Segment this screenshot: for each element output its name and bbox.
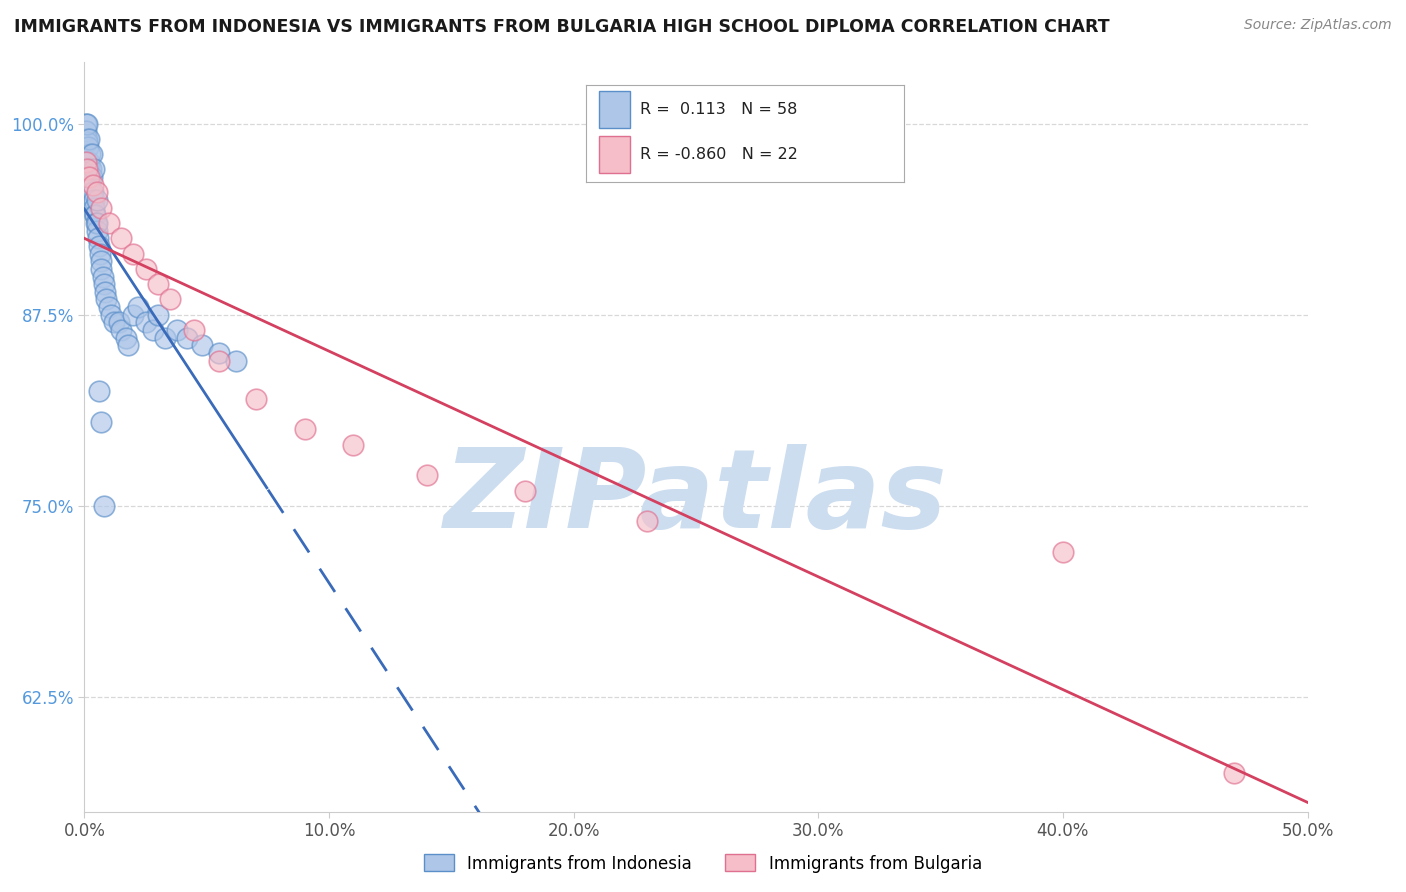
Point bbox=[96, 293, 118, 307]
Point bbox=[135, 261, 157, 276]
Point bbox=[77, 154, 100, 169]
Point bbox=[79, 147, 101, 161]
Point bbox=[93, 499, 115, 513]
Point bbox=[77, 170, 100, 185]
Point bbox=[76, 135, 98, 149]
Point bbox=[77, 162, 100, 177]
Point bbox=[79, 178, 101, 192]
Point bbox=[76, 117, 98, 131]
Point bbox=[1052, 545, 1074, 559]
Point bbox=[86, 193, 108, 207]
Point bbox=[80, 170, 103, 185]
Point bbox=[83, 208, 105, 222]
Point bbox=[87, 384, 110, 399]
Point bbox=[183, 323, 205, 337]
Point bbox=[110, 231, 132, 245]
Text: Source: ZipAtlas.com: Source: ZipAtlas.com bbox=[1244, 18, 1392, 32]
Point bbox=[117, 338, 139, 352]
Point bbox=[90, 254, 112, 268]
Point bbox=[146, 308, 169, 322]
Point bbox=[76, 162, 98, 177]
Point bbox=[75, 154, 97, 169]
Point bbox=[94, 285, 117, 299]
Point bbox=[86, 224, 108, 238]
Point bbox=[103, 315, 125, 329]
Point bbox=[80, 186, 103, 200]
Point bbox=[93, 277, 115, 292]
Point bbox=[153, 331, 176, 345]
Point bbox=[636, 514, 658, 528]
Point bbox=[89, 246, 111, 260]
Point bbox=[127, 300, 149, 314]
Point bbox=[82, 186, 104, 200]
Point bbox=[245, 392, 267, 406]
Text: ZIPatlas: ZIPatlas bbox=[444, 443, 948, 550]
Point bbox=[146, 277, 169, 292]
Text: IMMIGRANTS FROM INDONESIA VS IMMIGRANTS FROM BULGARIA HIGH SCHOOL DIPLOMA CORREL: IMMIGRANTS FROM INDONESIA VS IMMIGRANTS … bbox=[14, 18, 1109, 36]
Point bbox=[166, 323, 188, 337]
Point bbox=[90, 415, 112, 429]
Point bbox=[82, 178, 104, 192]
Point bbox=[225, 353, 247, 368]
Point bbox=[142, 323, 165, 337]
Point bbox=[100, 308, 122, 322]
Point bbox=[84, 216, 107, 230]
Point bbox=[115, 331, 138, 345]
Point bbox=[84, 208, 107, 222]
Point bbox=[76, 132, 98, 146]
Point bbox=[79, 170, 101, 185]
Point bbox=[107, 315, 129, 329]
Point bbox=[83, 193, 105, 207]
Point bbox=[122, 246, 145, 260]
Point bbox=[83, 201, 105, 215]
Point bbox=[87, 239, 110, 253]
Point bbox=[82, 193, 104, 207]
Point bbox=[86, 216, 108, 230]
Point bbox=[80, 147, 103, 161]
Point bbox=[122, 308, 145, 322]
Point bbox=[135, 315, 157, 329]
Point bbox=[91, 269, 114, 284]
Point bbox=[416, 468, 439, 483]
Point bbox=[513, 483, 536, 498]
Point bbox=[77, 139, 100, 153]
Point bbox=[87, 231, 110, 245]
Point bbox=[83, 162, 105, 177]
Point bbox=[208, 353, 231, 368]
Point bbox=[75, 124, 97, 138]
Point bbox=[86, 186, 108, 200]
Point bbox=[77, 162, 100, 177]
Point bbox=[1223, 766, 1246, 780]
Point bbox=[97, 216, 120, 230]
Point bbox=[208, 346, 231, 360]
Point bbox=[90, 261, 112, 276]
Point bbox=[75, 117, 97, 131]
Point bbox=[97, 300, 120, 314]
Point bbox=[90, 201, 112, 215]
Point bbox=[159, 293, 181, 307]
Point bbox=[176, 331, 198, 345]
Legend: Immigrants from Indonesia, Immigrants from Bulgaria: Immigrants from Indonesia, Immigrants fr… bbox=[418, 847, 988, 880]
Point bbox=[80, 162, 103, 177]
Point bbox=[342, 438, 364, 452]
Point bbox=[110, 323, 132, 337]
Point bbox=[294, 422, 316, 436]
Point bbox=[77, 132, 100, 146]
Point bbox=[191, 338, 214, 352]
